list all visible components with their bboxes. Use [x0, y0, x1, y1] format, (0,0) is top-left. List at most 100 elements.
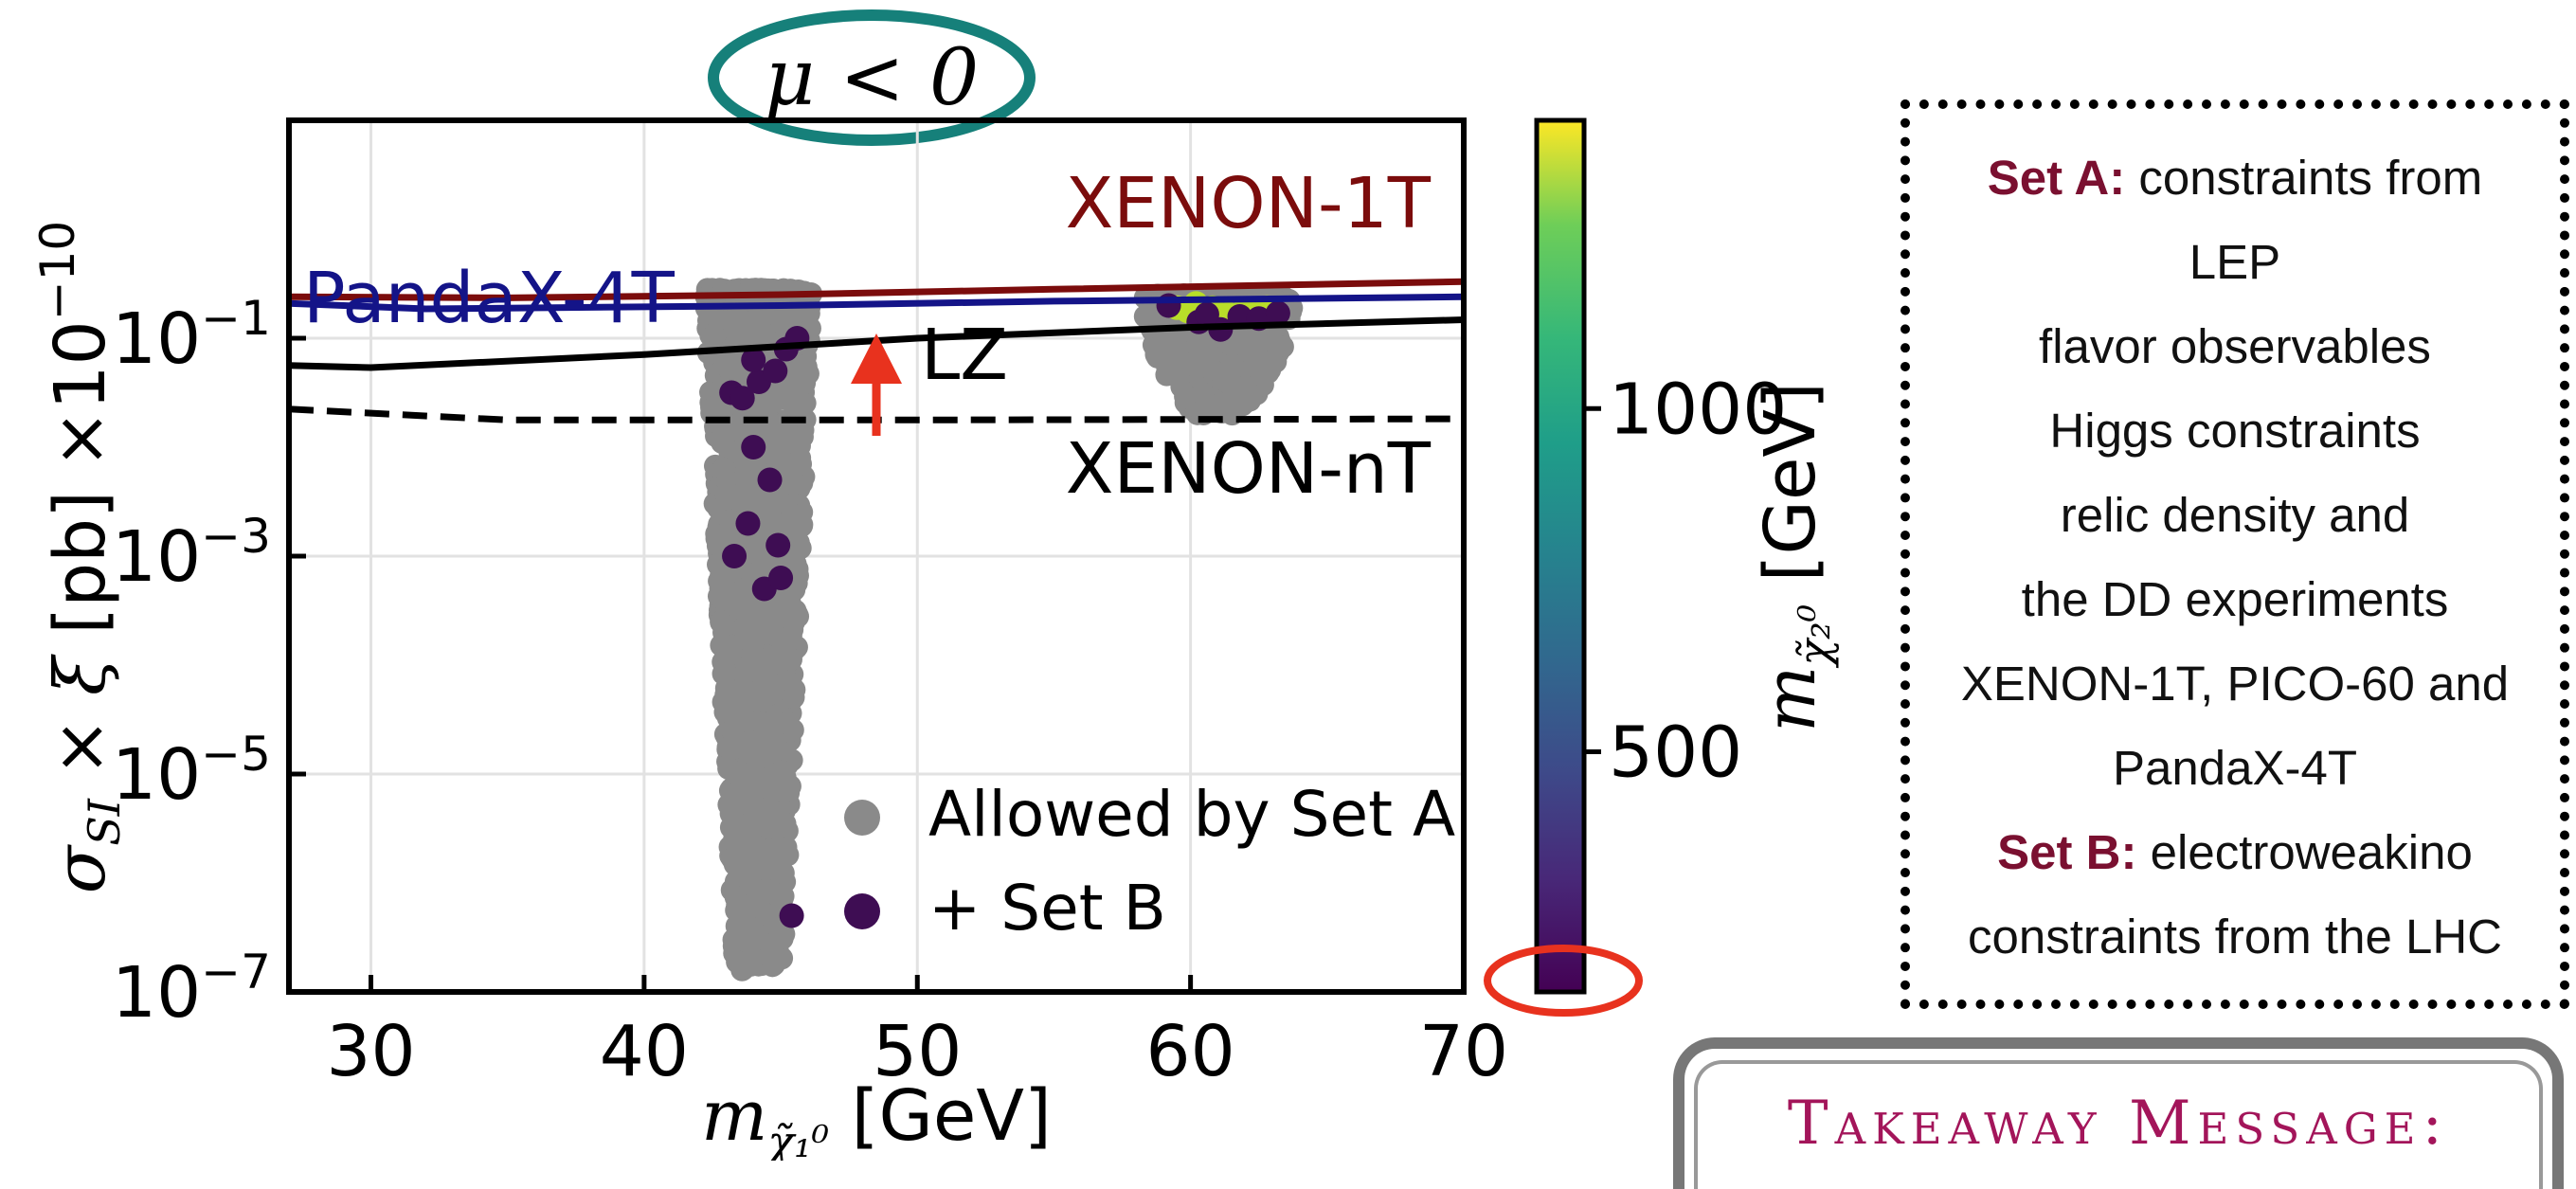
- colorbar-label: mχ̃₂⁰ [GeV]: [1750, 382, 1840, 732]
- set-a-point: [730, 958, 754, 982]
- takeaway-panel: Takeaway Message:: [1673, 1037, 2564, 1189]
- set-a-point: [748, 647, 772, 671]
- chart-title: μ < 0: [765, 33, 979, 123]
- limit-curve-lz: [289, 316, 1464, 371]
- set-a-point: [719, 640, 743, 664]
- set-a-point: [1199, 357, 1223, 381]
- colorbar: [1534, 117, 1587, 995]
- set-a-point: [721, 718, 745, 742]
- set-b-point: [1194, 301, 1219, 327]
- set-b-point: [1265, 300, 1290, 326]
- set-b-point: [741, 348, 766, 372]
- set-a-point: [707, 585, 730, 608]
- y-tick-label: 10−7: [112, 945, 271, 1034]
- set-a-point: [793, 371, 817, 395]
- x-tick-label: 70: [1419, 1011, 1508, 1092]
- set-a-point: [1256, 361, 1280, 385]
- limit-curve-xenon-1t: [289, 278, 1464, 301]
- colorbar-ring: [1484, 945, 1643, 1017]
- pandax-label: PandaX-4T: [303, 258, 676, 339]
- limit-curves: [289, 278, 1464, 423]
- y-axis-label: σSI × ξ [pb] ×10−10: [30, 221, 130, 893]
- set-a-point: [733, 791, 757, 815]
- info-text: constraints from: [2125, 151, 2483, 205]
- constraints-info-box: Set A: constraints from LEP flavor observa…: [1900, 99, 2569, 1009]
- y-tick-label: 10−5: [112, 727, 271, 816]
- info-line: LEP: [1916, 220, 2554, 304]
- info-line: Set B: electroweakino: [1916, 810, 2554, 894]
- colorbar-tick-label: 500: [1609, 712, 1742, 793]
- info-text: constraints from the LHC: [1967, 910, 2503, 964]
- info-text: XENON-1T, PICO-60 and: [1960, 657, 2510, 711]
- info-set-label: Set A:: [1987, 151, 2126, 205]
- info-set-label: Set B:: [1997, 825, 2137, 879]
- y-tick-label: 10−3: [112, 509, 271, 598]
- grid: [289, 120, 1466, 994]
- info-line: constraints from the LHC: [1916, 894, 2554, 979]
- legend-marker-set-b: [844, 893, 880, 929]
- set-a-point: [1217, 371, 1241, 395]
- x-tick-label: 60: [1146, 1011, 1235, 1092]
- info-line: flavor observables: [1916, 304, 2554, 388]
- info-line: PandaX-4T: [1916, 726, 2554, 810]
- set-a-point: [755, 803, 779, 827]
- set-a-point: [722, 736, 746, 760]
- set-a-point: [761, 597, 784, 621]
- info-text: LEP: [2189, 235, 2281, 289]
- set-a-point: [774, 431, 798, 455]
- set-b-point: [730, 386, 755, 411]
- title-ring: [708, 9, 1036, 146]
- y-axis-ticks: 10−7 10−5 10−3 10−1: [112, 291, 306, 1034]
- x-axis-ticks: 30 40 50 60 70: [326, 975, 1508, 1092]
- set-b-point: [768, 566, 794, 590]
- set-a-point: [1237, 333, 1261, 357]
- set-a-point: [748, 766, 771, 789]
- set-a-point: [790, 471, 814, 495]
- info-text: the DD experiments: [2021, 572, 2449, 626]
- limit-curve-pandax-4t: [289, 293, 1464, 313]
- set-a-point: [779, 647, 802, 671]
- set-a-point: [702, 396, 726, 420]
- set-a-point: [1191, 382, 1215, 405]
- x-tick-label: 30: [326, 1011, 415, 1092]
- set-a-point: [764, 733, 787, 757]
- set-a-point: [746, 487, 769, 511]
- info-text: electroweakino: [2136, 825, 2473, 879]
- set-a-point: [756, 683, 780, 707]
- set-a-point: [714, 676, 738, 700]
- takeaway-title: Takeaway Message:: [1787, 1089, 2450, 1159]
- x-tick-label: 50: [873, 1011, 962, 1092]
- info-text: relic density and: [2060, 488, 2410, 542]
- lz-arrow: [851, 333, 902, 436]
- set-a-point: [717, 357, 741, 381]
- set-a-point: [781, 503, 804, 527]
- info-text: PandaX-4T: [2113, 741, 2357, 795]
- set-a-point: [724, 886, 748, 910]
- set-a-point: [712, 458, 736, 481]
- info-line: Set A: constraints from: [1916, 135, 2554, 220]
- colorbar-ticks: 500 1000: [1584, 369, 1787, 793]
- set-a-point: [723, 761, 747, 784]
- set-b-point: [757, 467, 783, 493]
- info-line: Higgs constraints: [1916, 388, 2554, 473]
- set-b-point: [722, 544, 748, 568]
- lz-label: LZ: [921, 315, 1008, 396]
- set-a-point: [760, 935, 784, 959]
- scatter-points: [694, 278, 1304, 982]
- set-a-point: [739, 873, 763, 896]
- set-a-point: [789, 452, 813, 476]
- info-text: Higgs constraints: [2049, 404, 2421, 458]
- x-axis-label: mχ̃₁⁰ [GeV]: [701, 1075, 1052, 1161]
- set-a-point: [736, 626, 760, 650]
- set-a-point: [727, 913, 750, 937]
- set-b-point: [766, 532, 791, 558]
- legend-label-set-a: Allowed by Set A: [928, 778, 1455, 851]
- set-b-point: [735, 511, 761, 536]
- set-a-point: [718, 509, 742, 532]
- set-a-point: [726, 812, 749, 836]
- set-a-point: [1153, 329, 1177, 352]
- set-b-point: [779, 903, 804, 928]
- set-a-point: [1266, 334, 1289, 358]
- legend-label-set-b: + Set B: [928, 872, 1166, 945]
- limit-curve-xenon-nt: [289, 405, 1464, 423]
